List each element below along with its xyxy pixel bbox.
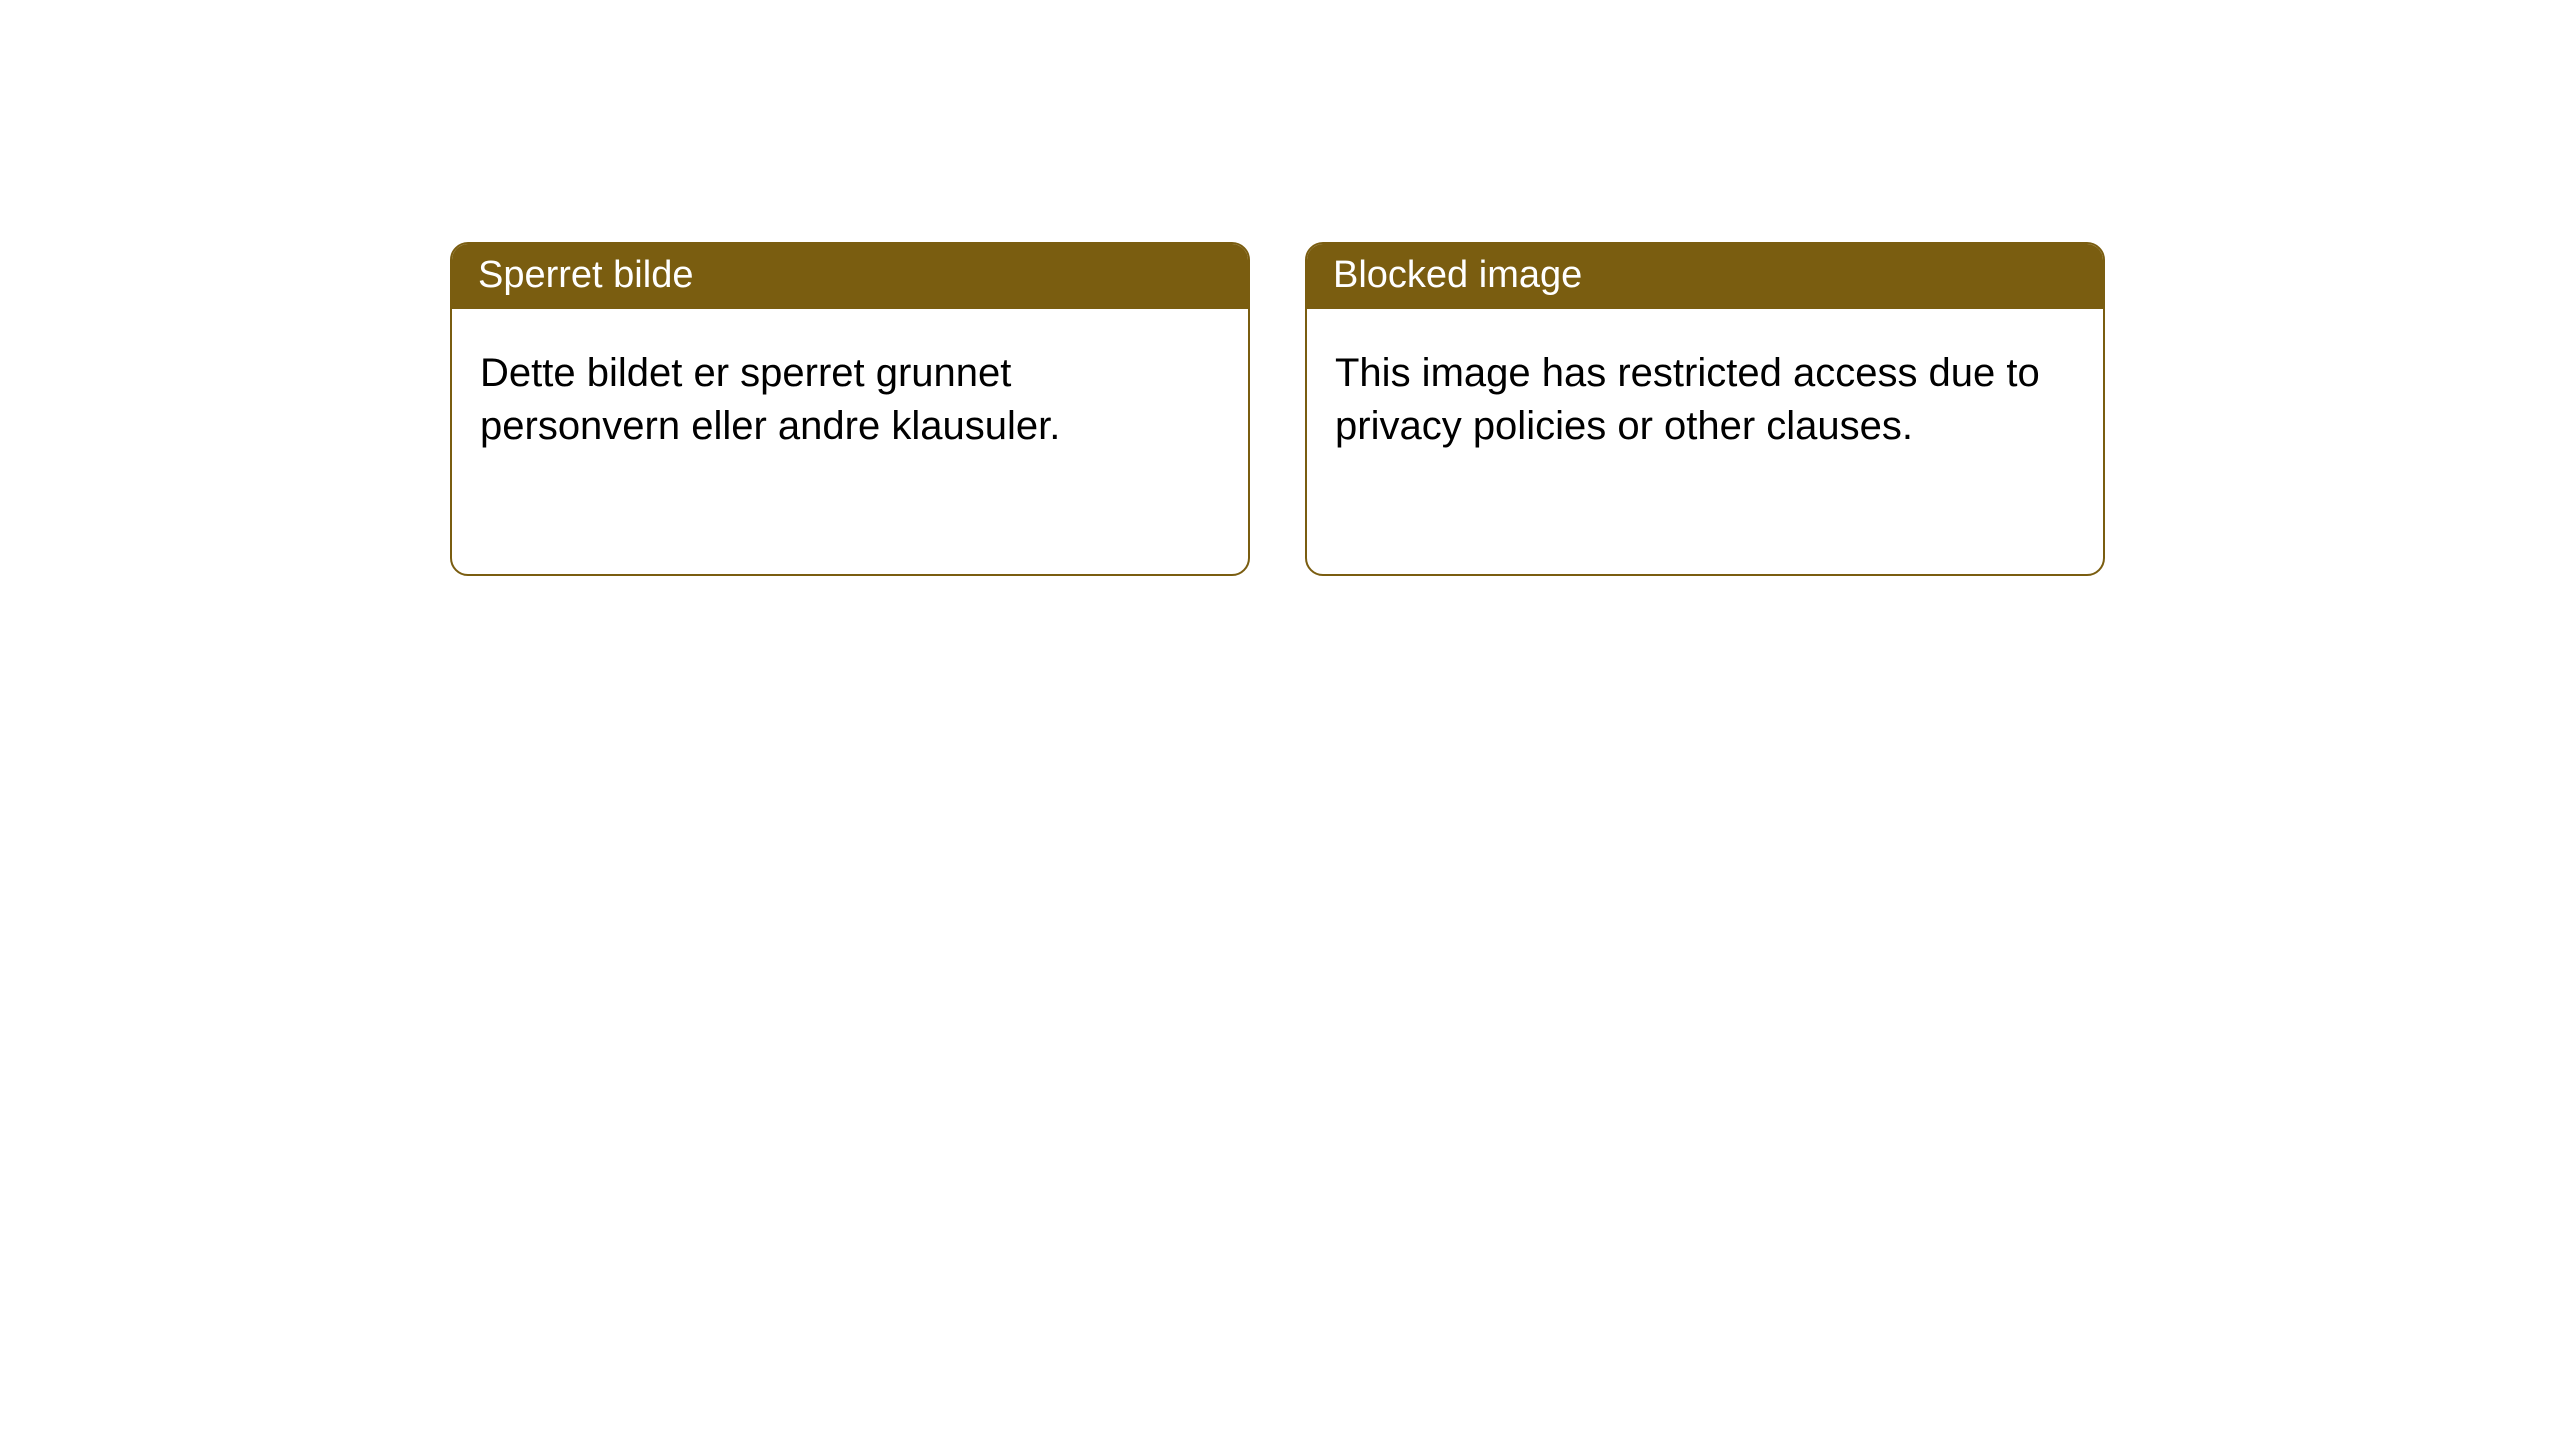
notice-card-no: Sperret bilde Dette bildet er sperret gr… bbox=[450, 242, 1250, 576]
notice-container: Sperret bilde Dette bildet er sperret gr… bbox=[450, 242, 2105, 576]
notice-header-en: Blocked image bbox=[1307, 244, 2103, 309]
notice-body-no: Dette bildet er sperret grunnet personve… bbox=[452, 309, 1248, 481]
notice-body-en: This image has restricted access due to … bbox=[1307, 309, 2103, 481]
notice-header-no: Sperret bilde bbox=[452, 244, 1248, 309]
notice-card-en: Blocked image This image has restricted … bbox=[1305, 242, 2105, 576]
